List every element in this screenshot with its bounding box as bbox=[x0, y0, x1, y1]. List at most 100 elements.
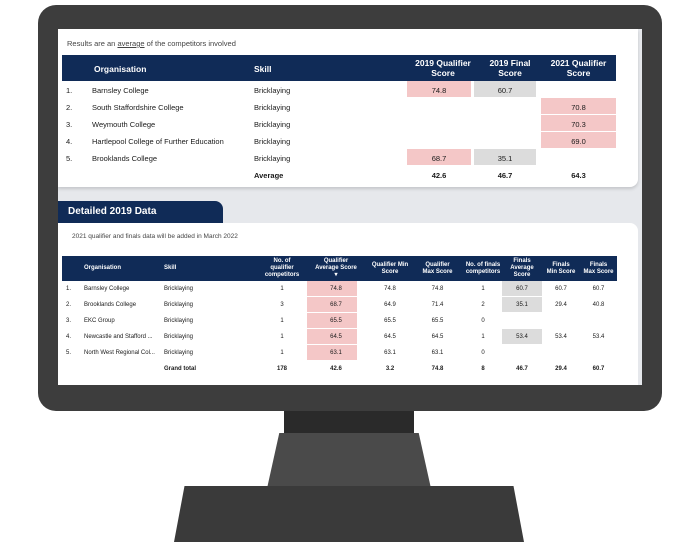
detail-skill: Bricklaying bbox=[164, 334, 194, 340]
total-nq: 178 bbox=[276, 366, 287, 372]
detail-fmin: 53.4 bbox=[555, 334, 567, 340]
col-qualifier-max[interactable]: Qualifier Max Score bbox=[422, 262, 453, 275]
final-fill bbox=[502, 329, 542, 344]
col-finals-competitors[interactable]: No. of finals competitors bbox=[465, 262, 501, 275]
average-2019-final: 46.7 bbox=[497, 171, 513, 180]
detail-fmin: 29.4 bbox=[555, 302, 567, 308]
detail-nf: 2 bbox=[481, 302, 485, 308]
detail-nq: 1 bbox=[280, 286, 284, 292]
total-min: 3.2 bbox=[385, 366, 395, 372]
detail-org: Brooklands College bbox=[84, 302, 137, 308]
col-skill[interactable]: Skill bbox=[164, 265, 177, 271]
detail-rank: 4. bbox=[66, 334, 72, 340]
summary-row[interactable]: 5. Brooklands College Bricklaying 68.7 3… bbox=[62, 149, 616, 166]
row-2021-qualifier: 70.8 bbox=[571, 103, 586, 112]
detail-avg: 65.5 bbox=[330, 318, 342, 324]
row-skill: Bricklaying bbox=[254, 154, 291, 163]
data-note: 2021 qualifier and finals data will be a… bbox=[72, 233, 238, 240]
detail-rank: 3. bbox=[66, 318, 72, 324]
col-qualifier-min[interactable]: Qualifier Min Score bbox=[371, 262, 409, 275]
row-2021-qualifier: 69.0 bbox=[571, 137, 586, 146]
row-2019-final: 35.1 bbox=[497, 154, 513, 163]
detail-rank: 2. bbox=[66, 302, 72, 308]
final-fill bbox=[502, 297, 542, 312]
detail-skill: Bricklaying bbox=[164, 302, 194, 308]
detail-nf: 0 bbox=[481, 318, 485, 324]
col-2021-qualifier[interactable]: 2021 Qualifier Score bbox=[550, 58, 607, 78]
detail-min: 63.1 bbox=[384, 350, 396, 356]
detail-max: 64.5 bbox=[431, 334, 444, 340]
col-organisation[interactable]: Organisation bbox=[84, 265, 122, 271]
intro-suffix: of the competitors involved bbox=[144, 39, 236, 48]
detail-max: 65.5 bbox=[431, 318, 444, 324]
intro-text: Results are an average of the competitor… bbox=[67, 39, 236, 48]
detail-favg: 60.7 bbox=[516, 286, 528, 292]
col-finals-average[interactable]: Finals Average Score bbox=[510, 258, 534, 278]
detail-skill: Bricklaying bbox=[164, 318, 194, 324]
detail-rank: 5. bbox=[66, 350, 72, 356]
summary-row[interactable]: 3. Weymouth College Bricklaying 70.3 bbox=[62, 115, 616, 132]
detail-row[interactable]: 4. Newcastle and Stafford ... Bricklaying 1… bbox=[62, 329, 617, 345]
detail-min: 65.5 bbox=[384, 318, 396, 324]
average-link[interactable]: average bbox=[117, 39, 145, 48]
detail-max: 74.8 bbox=[431, 286, 444, 292]
final-fill bbox=[474, 81, 536, 97]
row-2019-qualifier: 74.8 bbox=[431, 86, 447, 95]
detail-row[interactable]: 1. Barnsley College Bricklaying 1 74.8 74.8 74… bbox=[62, 281, 617, 297]
detail-nf: 1 bbox=[481, 286, 485, 292]
summary-panel: Results are an average of the competitor… bbox=[58, 29, 638, 187]
col-qualifier-competitors[interactable]: No. of qualifier competitors bbox=[264, 258, 300, 278]
row-organisation: Barnsley College bbox=[92, 86, 149, 95]
detail-rank: 1. bbox=[66, 286, 72, 292]
final-fill bbox=[474, 149, 536, 165]
detail-row[interactable]: 2. Brooklands College Bricklaying 3 68.7 64.9… bbox=[62, 297, 617, 313]
qualifier-fill bbox=[407, 81, 471, 97]
sort-desc-icon[interactable]: ▾ bbox=[334, 272, 338, 278]
qualifier-fill bbox=[307, 313, 357, 328]
detail-fmin: 60.7 bbox=[555, 286, 567, 292]
detail-row[interactable]: 3. EKC Group Bricklaying 1 65.5 65.5 65.5 0 bbox=[62, 313, 617, 329]
detail-avg: 63.1 bbox=[330, 350, 342, 356]
summary-row[interactable]: 1. Barnsley College Bricklaying 74.8 60.… bbox=[62, 81, 616, 98]
row-2019-final: 60.7 bbox=[497, 86, 513, 95]
detail-nq: 3 bbox=[280, 302, 284, 308]
summary-row[interactable]: 2. South Staffordshire College Bricklayi… bbox=[62, 98, 616, 115]
qualifier-fill bbox=[541, 98, 616, 114]
total-fmax: 60.7 bbox=[592, 366, 605, 372]
qualifier-fill bbox=[541, 132, 616, 148]
col-skill[interactable]: Skill bbox=[254, 64, 272, 74]
row-rank: 2. bbox=[66, 103, 73, 112]
detailed-data-tab[interactable]: Detailed 2019 Data bbox=[58, 201, 223, 223]
monitor-stand bbox=[266, 433, 432, 493]
row-skill: Bricklaying bbox=[254, 120, 291, 129]
qualifier-fill bbox=[307, 281, 357, 296]
intro-prefix: Results are an bbox=[67, 39, 118, 48]
detail-min: 74.8 bbox=[384, 286, 396, 292]
row-2019-qualifier: 68.7 bbox=[431, 154, 447, 163]
row-skill: Bricklaying bbox=[254, 103, 291, 112]
detail-nf: 0 bbox=[481, 350, 485, 356]
final-fill bbox=[502, 281, 542, 296]
detail-nf: 1 bbox=[481, 334, 485, 340]
detail-skill: Bricklaying bbox=[164, 286, 194, 292]
detail-org: North West Regional Col... bbox=[84, 350, 155, 356]
summary-average-row: Average 42.6 46.7 64.3 bbox=[62, 166, 616, 183]
monitor-base bbox=[174, 486, 524, 542]
row-organisation: Hartlepool College of Further Education bbox=[92, 137, 224, 146]
detail-avg: 74.8 bbox=[330, 286, 342, 292]
col-qualifier-average[interactable]: Qualifier Average Score ▾ bbox=[315, 258, 357, 278]
detail-row[interactable]: 5. North West Regional Col... Bricklaying 1… bbox=[62, 345, 617, 361]
summary-row[interactable]: 4. Hartlepool College of Further Educati… bbox=[62, 132, 616, 149]
col-2019-qualifier[interactable]: 2019 Qualifier Score bbox=[415, 58, 471, 78]
qualifier-fill bbox=[541, 115, 616, 131]
detail-table-header: Organisation Skill No. of qualifier compet… bbox=[62, 256, 617, 281]
row-rank: 1. bbox=[66, 86, 73, 95]
detail-favg: 35.1 bbox=[516, 302, 528, 308]
section-title: Detailed 2019 Data bbox=[68, 206, 157, 217]
col-finals-max[interactable]: Finals Max Score bbox=[583, 262, 614, 275]
col-finals-min[interactable]: Finals Min Score bbox=[546, 262, 576, 275]
col-2019-final[interactable]: 2019 Final Score bbox=[489, 58, 531, 78]
qualifier-fill bbox=[307, 297, 357, 312]
total-label: Grand total bbox=[164, 366, 197, 372]
col-organisation[interactable]: Organisation bbox=[94, 64, 147, 74]
